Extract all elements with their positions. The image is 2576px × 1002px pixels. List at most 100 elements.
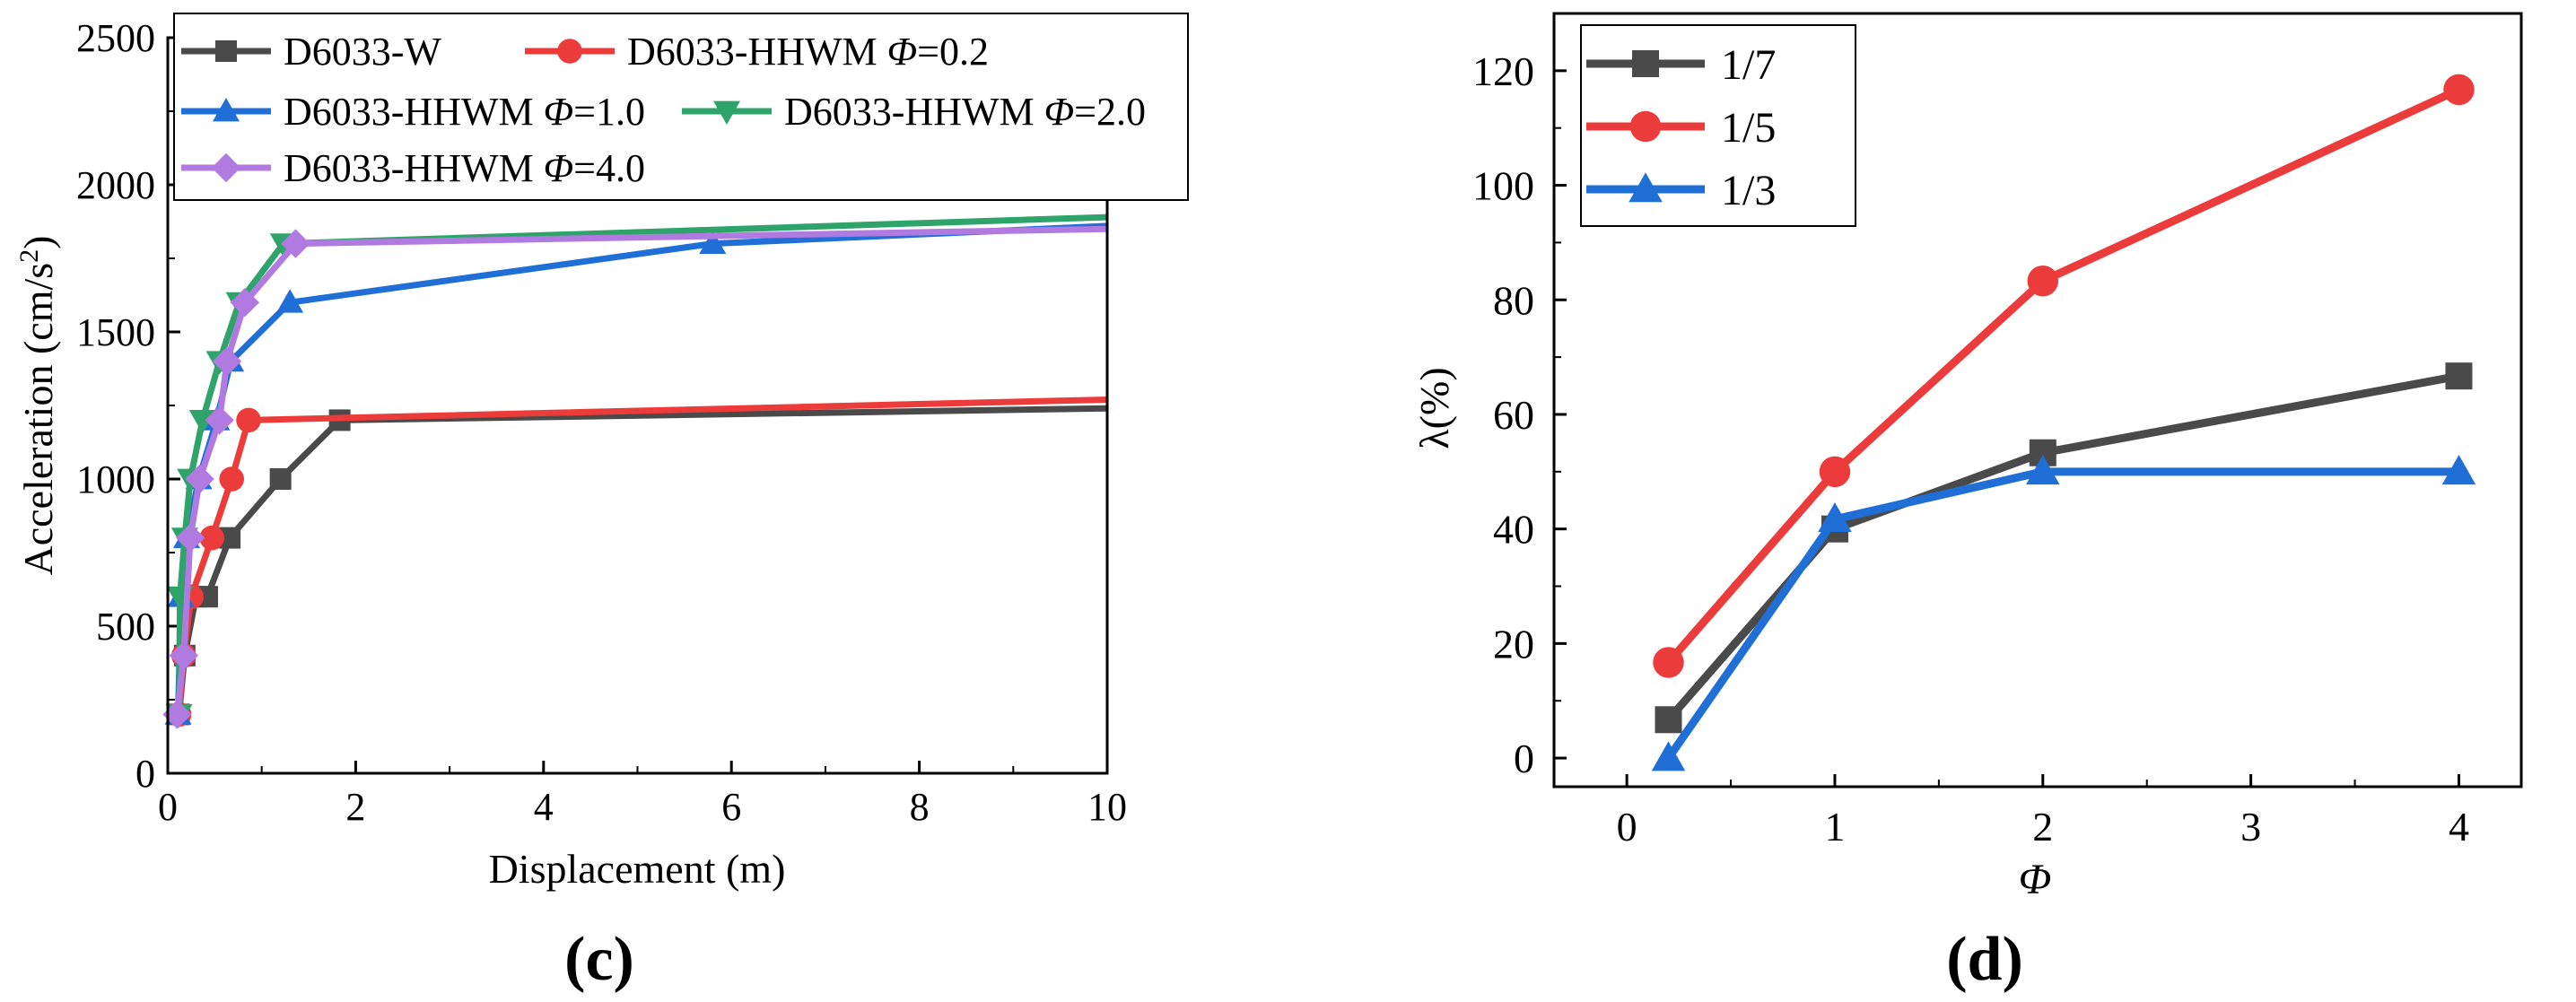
c-x-tick-label: 2 [345,785,365,829]
c-data-point [185,464,214,494]
c-legend-frame [173,13,1189,201]
d-panel-label: (d) [1946,925,2023,994]
c-series-group [162,213,1108,729]
d-x-tick-label: 1 [1824,804,1845,850]
d-series-line [1664,467,2459,761]
d-x-axis-label: Φ [2019,856,2052,903]
c-legend-label-suffix: =0.2 [917,30,989,74]
c-x-tick-label: 8 [910,785,930,829]
c-y-axis-label: Acceleration (cm/s2) [14,236,62,576]
d-plot-frame [1552,12,2523,789]
c-x-axis-label: Displacement (m) [489,846,786,892]
c-data-point [236,407,261,433]
d-data-point [1655,706,1682,734]
c-legend-label-phi: Φ [887,30,918,74]
d-data-point [1819,456,1851,488]
c-series-3 [164,222,1108,725]
c-series-line [176,405,1108,715]
c-legend-entry: D6033-HHWM Φ=0.2 [525,30,989,74]
c-legend-swatch-marker [713,100,740,125]
d-y-tick-label: 20 [1493,621,1534,667]
c-data-point [169,640,198,670]
c-legend-label-suffix: =4.0 [573,146,645,190]
d-series-1 [1655,362,2473,734]
panel-c: 0 2 4 6 8 10 0 500 1000 1500 2000 2500 Displacement… [14,13,1189,994]
c-legend-label-prefix: D6033-HHWM [284,146,544,190]
d-y-tick-label: 120 [1472,48,1534,94]
c-series-4 [165,213,1108,728]
d-legend-entry: 1/7 [1586,41,1776,89]
d-legend-swatch-marker [1629,172,1663,203]
d-data-point [1651,741,1686,771]
d-series-group [1651,74,2476,771]
d-series-2 [1653,74,2475,678]
c-data-point [269,468,292,490]
c-legend-label-prefix: D6033-HHWM [627,30,887,74]
c-panel-label: (c) [564,925,634,994]
d-series-line [1665,371,2460,723]
d-y-tick-label: 80 [1493,277,1534,323]
d-series-line [1665,85,2461,666]
d-y-tick-label: 40 [1493,507,1534,553]
c-y-tick-label: 2500 [76,16,155,60]
c-series-5 [162,225,1108,729]
d-legend-label: 1/5 [1721,104,1776,152]
d-x-tick-label: 0 [1617,804,1637,850]
d-legend-swatch-marker [1629,110,1662,143]
c-legend-label-phi: Φ [1044,90,1075,134]
d-legend-entry: 1/3 [1586,167,1776,214]
c-legend-swatch-marker [557,39,582,64]
d-y-tick-label: 60 [1493,392,1534,438]
d-series-3 [1651,455,2476,771]
d-legend-entry: 1/5 [1586,104,1776,152]
c-legend-label-phi: Φ [544,146,574,190]
d-y-tick-label: 100 [1472,163,1534,209]
c-x-tick-label: 10 [1087,785,1127,829]
c-legend-label: D6033-HHWM Φ=1.0 [284,90,645,134]
c-legend-label-suffix: =2.0 [1074,90,1146,134]
c-legend-swatch-marker [213,98,240,122]
c-data-point [699,230,727,254]
c-legend-entry: D6033-HHWM Φ=2.0 [682,90,1146,134]
c-legend-entry: D6033-W [181,30,441,74]
d-x-tick-label: 3 [2240,804,2261,850]
c-legend-label: D6033-HHWM Φ=2.0 [784,90,1146,134]
c-legend-label-phi: Φ [544,90,574,134]
d-data-point [1653,647,1684,678]
c-data-point [175,523,205,553]
c-data-point [276,289,304,313]
c-legend-label: D6033-HHWM Φ=4.0 [284,146,645,190]
d-legend-label: 1/3 [1721,167,1776,214]
c-legend-label: D6033-W [284,30,441,74]
d-x-tick-label: 4 [2449,804,2469,850]
c-legend-label: D6033-HHWM Φ=0.2 [627,30,989,74]
c-data-point [230,288,260,318]
c-legend-swatch-marker [215,40,237,62]
c-y-tick-label: 1000 [76,457,155,501]
d-data-point [2443,74,2475,106]
c-data-point [212,346,242,376]
d-legend-label: 1/7 [1721,41,1776,89]
c-series-line [176,213,1108,715]
d-y-tick-label: 0 [1514,736,1534,781]
d-data-point [2441,455,2476,485]
c-legend-label-suffix: =1.0 [573,90,645,134]
c-y-tick-label: 0 [135,752,155,796]
c-legend-swatch-marker [211,152,241,183]
c-data-point [219,527,241,549]
d-legend-swatch-marker [1632,50,1659,77]
c-legend-label-prefix: D6033-HHWM [284,90,544,134]
c-data-point [199,525,225,551]
c-series-1 [168,405,1108,726]
c-y-axis-label-main: Acceleration (cm/s [15,263,61,576]
c-legend-label-prefix: D6033-HHWM [784,90,1044,134]
c-x-tick-label: 4 [534,785,554,829]
c-data-point [205,405,234,435]
c-legend-entry: D6033-HHWM Φ=1.0 [181,90,645,134]
d-x-tick-label: 2 [2032,804,2053,850]
d-data-point [2027,265,2059,297]
c-x-tick-label: 6 [721,785,741,829]
